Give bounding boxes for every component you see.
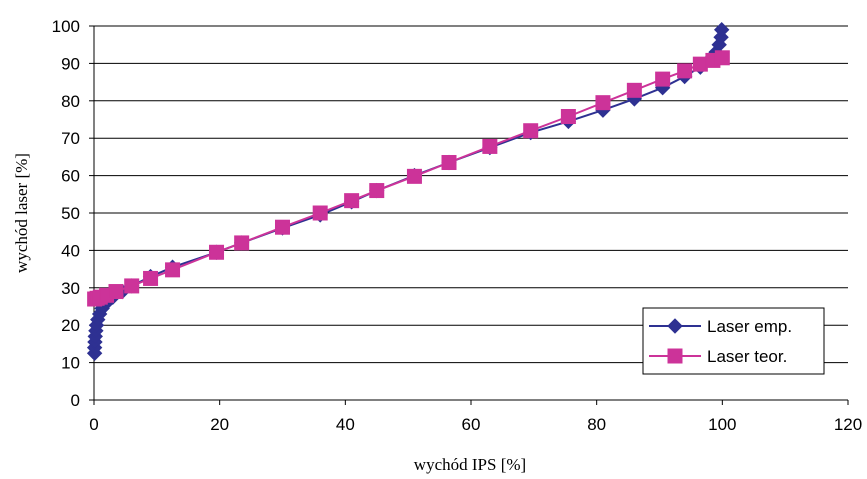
point-2-9 [234,235,250,251]
legend: Laser emp. Laser teor. [642,307,825,375]
y-tick-label-40: 40 [61,241,80,260]
x-tick-label-20: 20 [210,415,229,434]
legend-label-2: Laser teor. [707,347,787,366]
point-2-15 [441,155,457,171]
y-tick-label-70: 70 [61,129,80,148]
y-tick-label-60: 60 [61,167,80,186]
point-2-16 [482,138,498,154]
y-tick-label-80: 80 [61,92,80,111]
series-line-1 [93,29,723,354]
x-tick-label-60: 60 [462,415,481,434]
y-tick-label-10: 10 [61,354,80,373]
point-2-4 [108,284,124,300]
point-2-5 [124,278,140,294]
x-tick-label-100: 100 [708,415,736,434]
point-2-14 [406,168,422,184]
y-tick-label-100: 100 [52,17,80,36]
y-tick-labels: 0 10 20 30 40 50 60 70 80 90 100 [52,17,80,410]
y-tick-label-90: 90 [61,54,80,73]
legend-marker-2 [667,348,683,364]
x-tick-label-0: 0 [89,415,98,434]
point-2-11 [312,205,328,221]
x-tick-label-120: 120 [834,415,862,434]
point-2-23 [692,56,708,72]
point-2-21 [655,71,671,87]
series-layer [86,22,730,361]
legend-label-1: Laser emp. [707,317,792,336]
series-2 [87,50,730,307]
point-2-7 [165,262,181,278]
point-2-22 [677,63,693,79]
x-tick-label-80: 80 [587,415,606,434]
y-tick-label-30: 30 [61,279,80,298]
y-axis-title: wychód laser [%] [12,153,31,273]
point-2-18 [560,109,576,125]
x-axis-title: wychód IPS [%] [414,455,526,474]
x-tick-label-40: 40 [336,415,355,434]
y-tick-label-50: 50 [61,204,80,223]
point-1-35 [713,22,730,38]
point-2-10 [275,219,290,235]
point-2-17 [523,123,539,139]
y-tick-label-20: 20 [61,316,80,335]
point-2-25 [714,50,730,66]
point-2-20 [626,82,642,98]
x-tick-labels: 0 20 40 60 80 100 120 [89,415,862,434]
point-2-6 [143,270,159,286]
point-2-13 [369,183,385,199]
point-2-12 [344,193,360,209]
y-tick-label-0: 0 [71,391,80,410]
legend-marker-1 [667,318,683,334]
point-2-8 [209,244,225,260]
series-1 [86,22,730,361]
point-2-19 [595,95,611,111]
